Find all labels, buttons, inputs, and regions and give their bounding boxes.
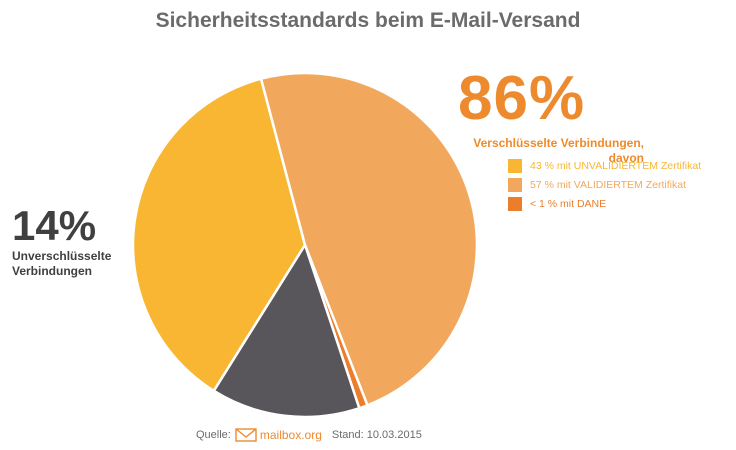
legend-swatch	[508, 197, 522, 211]
brand-tld: .org	[301, 428, 322, 442]
encrypted-label-line1: Verschlüsselte Verbindungen,	[473, 136, 644, 150]
legend-swatch	[508, 159, 522, 173]
source-label: Quelle:	[196, 429, 231, 441]
legend-label: 57 % mit VALIDIERTEM Zertifikat	[530, 179, 686, 191]
footer: Quelle: mailbox .org Stand: 10.03.2015	[196, 427, 422, 443]
date-label: Stand: 10.03.2015	[331, 429, 422, 441]
unencrypted-label-line2: Verbindungen	[12, 264, 93, 278]
legend-item: < 1 % mit DANE	[508, 196, 701, 212]
chart-title: Sicherheitsstandards beim E-Mail-Versand	[155, 9, 581, 32]
pie-slice-1	[259, 71, 479, 407]
legend-swatch	[508, 178, 522, 192]
encrypted-percent: 86%	[458, 64, 586, 133]
legend-item: 57 % mit VALIDIERTEM Zertifikat	[508, 177, 701, 193]
legend-label: 43 % mit UNVALIDIERTEM Zertifikat	[530, 160, 702, 172]
encrypted-label-line2: davon	[608, 151, 644, 165]
encrypted-label: Verschlüsselte Verbindungen, davon	[432, 136, 644, 166]
pie-slice-3	[212, 243, 361, 419]
legend: 43 % mit UNVALIDIERTEM Zertifikat 57 % m…	[508, 158, 701, 215]
unencrypted-label: Unverschlüsselte Verbindungen	[12, 249, 111, 279]
legend-item: 43 % mit UNVALIDIERTEM Zertifikat	[508, 158, 701, 174]
legend-label: < 1 % mit DANE	[530, 198, 607, 210]
unencrypted-label-line1: Unverschlüsselte	[12, 249, 112, 263]
unencrypted-percent: 14%	[12, 202, 97, 249]
mailbox-logo-icon	[235, 427, 257, 443]
brand-name: mailbox	[259, 428, 302, 442]
